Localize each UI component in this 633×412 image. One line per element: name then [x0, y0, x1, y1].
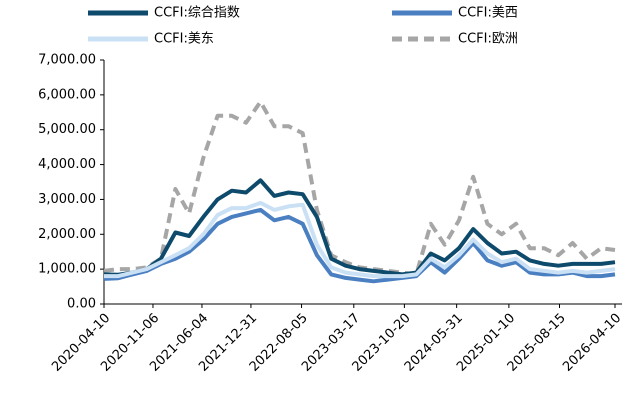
legend-label: CCFI:综合指数 [154, 6, 240, 21]
y-tick-label: 1,000.00 [38, 262, 96, 277]
line-series [103, 99, 616, 277]
legend-label: CCFI:欧洲 [458, 32, 518, 47]
line-series [103, 207, 616, 284]
line-series [104, 200, 616, 279]
y-tick-label: 4,000.00 [38, 157, 96, 172]
y-tick-label: 7,000.00 [38, 53, 96, 68]
y-tick-label: 2,000.00 [38, 227, 96, 242]
legend-label: CCFI:美东 [154, 32, 214, 47]
legend-label: CCFI:美西 [458, 6, 518, 21]
y-tick-label: 3,000.00 [38, 192, 96, 207]
line-series [103, 178, 616, 277]
y-tick-label: 5,000.00 [38, 122, 96, 137]
x-tick-label: 2026-04-10 [560, 311, 624, 375]
y-tick-label: 0.00 [67, 297, 96, 312]
y-tick-label: 6,000.00 [38, 87, 96, 102]
